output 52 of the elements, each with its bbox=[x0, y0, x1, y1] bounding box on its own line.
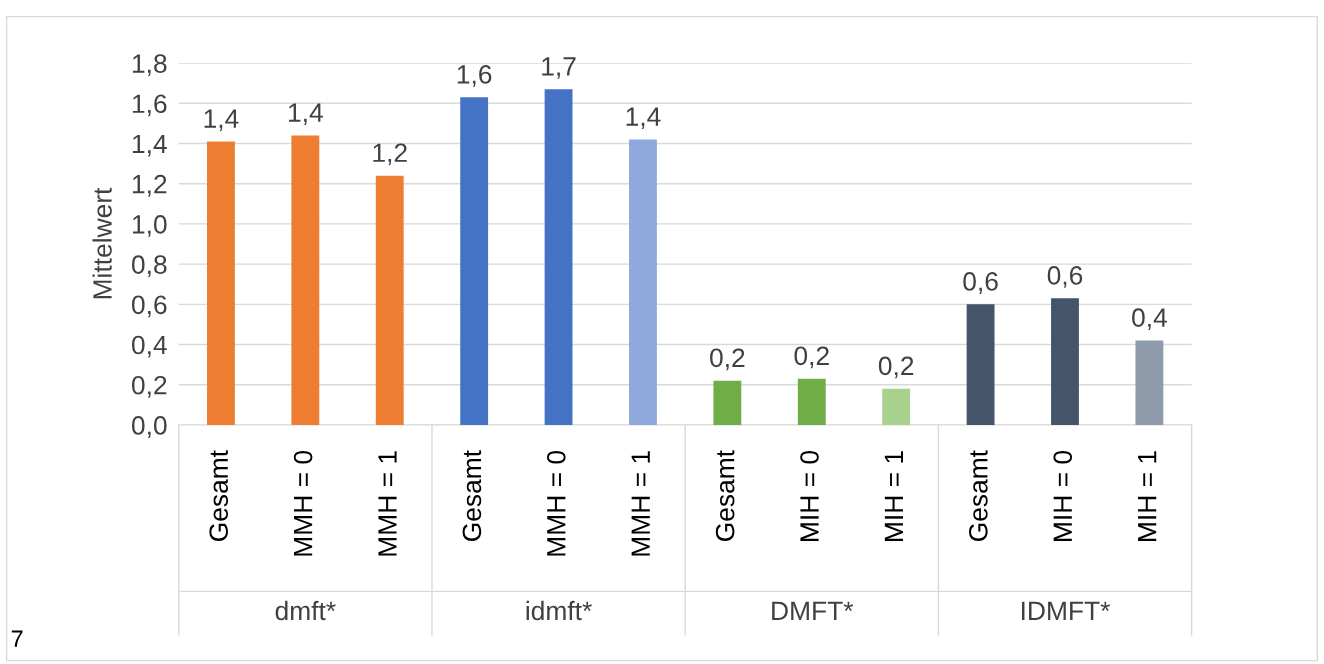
x-tick-label: Gesamt bbox=[462, 450, 482, 542]
y-tick-label: 1,4 bbox=[132, 134, 167, 157]
bar bbox=[713, 380, 742, 425]
bar bbox=[1051, 298, 1079, 425]
y-tick-label: 1,0 bbox=[132, 215, 167, 237]
bar bbox=[966, 304, 995, 425]
bar bbox=[375, 175, 404, 425]
text: DMFT* bbox=[772, 601, 854, 620]
y-tick-label: 0,8 bbox=[131, 255, 167, 278]
text: IDMFT* bbox=[1021, 601, 1111, 620]
data-label: 0,6 bbox=[1047, 266, 1083, 288]
x-tick-label: MMH = 0 bbox=[293, 450, 313, 556]
x-tick-label: Gesamt bbox=[715, 450, 735, 542]
text: idmft* bbox=[526, 600, 592, 621]
bar bbox=[882, 388, 911, 425]
data-label: 1,4 bbox=[289, 103, 323, 126]
x-tick-label: MIH = 0 bbox=[800, 450, 819, 541]
x-tick-label: MMH = 1 bbox=[378, 451, 397, 556]
data-label: 0,2 bbox=[878, 356, 914, 379]
y-tick-label: 0,0 bbox=[131, 416, 167, 438]
data-label: 1,4 bbox=[204, 109, 239, 132]
text: 7 bbox=[11, 630, 23, 647]
x-tick-label: MIH = 1 bbox=[884, 451, 904, 541]
x-tick-label: MMH = 0 bbox=[546, 450, 566, 556]
data-label: 1,7 bbox=[542, 57, 576, 79]
x-tick-label: MIH = 1 bbox=[1138, 451, 1157, 541]
bar bbox=[1135, 340, 1164, 425]
y-tick-label: 0,6 bbox=[131, 295, 167, 318]
x-tick-label: MMH = 1 bbox=[631, 451, 650, 556]
data-label: 1,4 bbox=[626, 107, 661, 130]
data-label: 0,4 bbox=[1132, 308, 1167, 331]
x-tick-label: Gesamt bbox=[968, 450, 988, 542]
bar bbox=[291, 135, 320, 425]
text: dmft* bbox=[275, 600, 336, 621]
y-tick-label: 1,2 bbox=[132, 174, 167, 197]
data-label: 1,2 bbox=[373, 143, 407, 166]
bar bbox=[629, 139, 657, 425]
data-label: 1,6 bbox=[457, 65, 492, 87]
y-tick-label: 1,6 bbox=[132, 94, 167, 117]
y-tick-label: 0,2 bbox=[131, 375, 167, 398]
bar bbox=[544, 89, 573, 425]
data-label: 0,2 bbox=[710, 348, 745, 371]
bar bbox=[207, 141, 235, 425]
y-tick-label: 1,8 bbox=[132, 54, 167, 77]
bar bbox=[797, 378, 826, 425]
data-label: 0,6 bbox=[963, 272, 998, 294]
y-tick-label: 0,4 bbox=[131, 335, 167, 358]
data-label: 0,2 bbox=[794, 346, 829, 369]
x-tick-label: Gesamt bbox=[209, 450, 229, 542]
y-axis-title: Mittelwert bbox=[92, 187, 112, 299]
x-tick-label: MIH = 0 bbox=[1053, 450, 1073, 541]
bar bbox=[460, 97, 489, 425]
